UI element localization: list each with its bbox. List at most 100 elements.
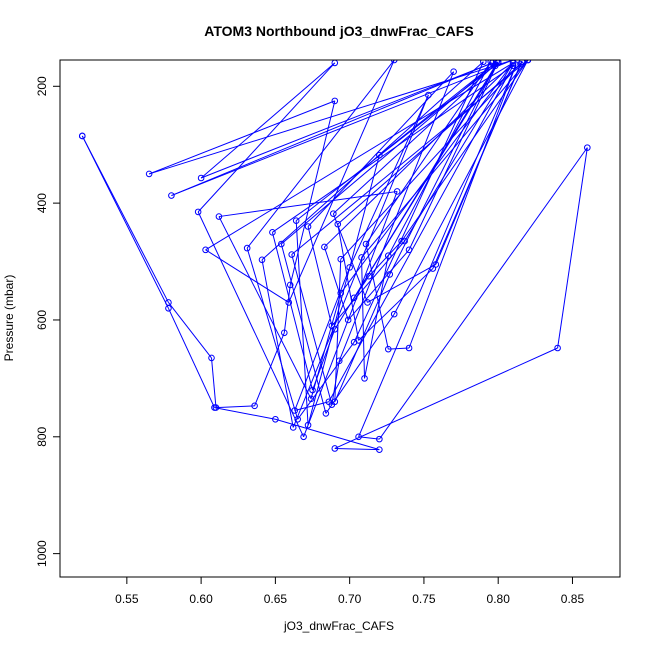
series-line-segment <box>261 259 294 428</box>
series-line-segment <box>291 254 333 405</box>
series-line-segment <box>148 100 335 175</box>
data-point <box>272 415 279 423</box>
series-line-segment <box>246 247 299 420</box>
data-point <box>350 294 358 302</box>
data-point <box>331 445 339 452</box>
series-line-segment <box>292 94 429 428</box>
data-point <box>331 97 339 105</box>
data-point <box>331 398 339 406</box>
data-point <box>215 213 223 220</box>
series-line-segment <box>388 347 410 350</box>
data-point <box>425 91 432 99</box>
series-line-segment <box>200 62 336 179</box>
series-line-segment <box>358 64 517 437</box>
series-line-segment <box>246 60 395 249</box>
series-line-segment <box>197 211 305 438</box>
data-point <box>450 68 457 75</box>
data-point <box>405 246 413 254</box>
series-line-segment <box>211 357 217 408</box>
series-line-segment <box>364 255 389 379</box>
series-line-segment <box>349 94 429 268</box>
data-point <box>269 229 276 236</box>
series-line-segment <box>353 61 484 343</box>
data-point <box>584 144 591 151</box>
y-tick-label: 200 <box>35 76 49 96</box>
data-point <box>376 435 383 443</box>
series-line-segment <box>365 61 492 245</box>
y-axis-title: Pressure (mbar) <box>2 275 16 362</box>
data-point <box>307 395 315 403</box>
series-line-segment <box>307 226 333 326</box>
series-line-segment <box>358 436 380 440</box>
series-line-segment <box>171 62 493 196</box>
series-line-segment <box>167 308 215 408</box>
series-line-segment <box>432 61 523 269</box>
x-tick-label: 0.80 <box>487 592 511 606</box>
series-line-segment <box>368 240 403 277</box>
series-line-segment <box>365 243 389 350</box>
series-line-segment <box>337 224 360 341</box>
x-tick-label: 0.70 <box>338 592 362 606</box>
data-point <box>518 60 526 66</box>
series-line-segment <box>379 61 498 156</box>
data-point <box>289 424 297 431</box>
y-tick-label: 600 <box>35 310 49 330</box>
data-point <box>330 210 337 217</box>
x-tick-label: 0.65 <box>264 592 288 606</box>
x-tick-label: 0.55 <box>115 592 139 606</box>
data-point <box>211 404 218 411</box>
data-point <box>194 208 202 216</box>
data-point <box>243 244 251 252</box>
series-line-segment <box>334 347 558 449</box>
x-axis-title: jO3_dnwFrac_CAFS <box>283 619 394 633</box>
series-line-segment <box>171 60 514 196</box>
series-line-segment <box>408 64 517 349</box>
data-point <box>361 375 368 382</box>
data-point <box>376 151 383 159</box>
series-line-segment <box>215 405 255 409</box>
series-line-segment <box>271 232 314 391</box>
series-line-segment <box>331 240 405 327</box>
y-tick-label: 1000 <box>35 540 49 567</box>
series-line-segment <box>323 246 349 321</box>
data-point <box>304 421 312 429</box>
data-point <box>286 281 294 289</box>
y-tick-label: 800 <box>35 426 49 446</box>
data-point <box>328 322 336 330</box>
y-tick-label: 400 <box>35 193 49 213</box>
x-tick-label: 0.75 <box>412 592 436 606</box>
series-line-segment <box>307 155 380 426</box>
plot-lines <box>81 60 588 451</box>
series-line-segment <box>557 147 588 349</box>
data-point <box>291 407 298 414</box>
series-line-segment <box>281 61 498 245</box>
series-line-segment <box>294 267 351 411</box>
data-point <box>334 220 342 228</box>
data-point <box>491 62 499 70</box>
series-line-segment <box>168 302 212 359</box>
series-line-segment <box>347 249 410 321</box>
series-line-segment <box>254 332 285 407</box>
series-line-segment <box>205 249 290 303</box>
data-point <box>384 345 392 353</box>
series-line-segment <box>81 135 169 309</box>
data-point <box>358 254 365 261</box>
series-line-segment <box>272 65 514 233</box>
data-point <box>208 354 215 362</box>
data-point <box>168 192 175 199</box>
series-line-segment <box>214 407 276 420</box>
data-point <box>393 188 401 195</box>
chart-title: ATOM3 Northbound jO3_dnwFrac_CAFS <box>204 23 473 39</box>
data-point <box>362 240 370 248</box>
data-point <box>278 240 285 248</box>
data-point <box>386 271 394 278</box>
series-line-segment <box>218 190 398 218</box>
data-point <box>365 272 373 280</box>
data-point <box>346 264 353 271</box>
data-point <box>202 246 209 254</box>
data-point <box>480 60 487 66</box>
data-point <box>355 433 362 441</box>
x-tick-label: 0.60 <box>189 592 213 606</box>
data-point <box>285 299 293 306</box>
